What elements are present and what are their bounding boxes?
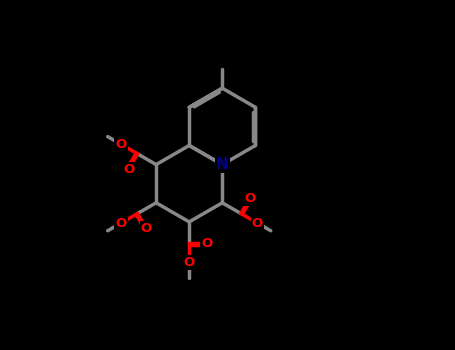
- Text: O: O: [183, 256, 195, 269]
- Text: O: O: [252, 217, 263, 230]
- Text: O: O: [201, 237, 212, 250]
- Text: O: O: [244, 192, 255, 205]
- Text: O: O: [141, 222, 152, 235]
- Text: O: O: [116, 217, 126, 230]
- Text: O: O: [116, 138, 126, 151]
- Text: O: O: [123, 163, 134, 176]
- Text: N: N: [216, 157, 229, 172]
